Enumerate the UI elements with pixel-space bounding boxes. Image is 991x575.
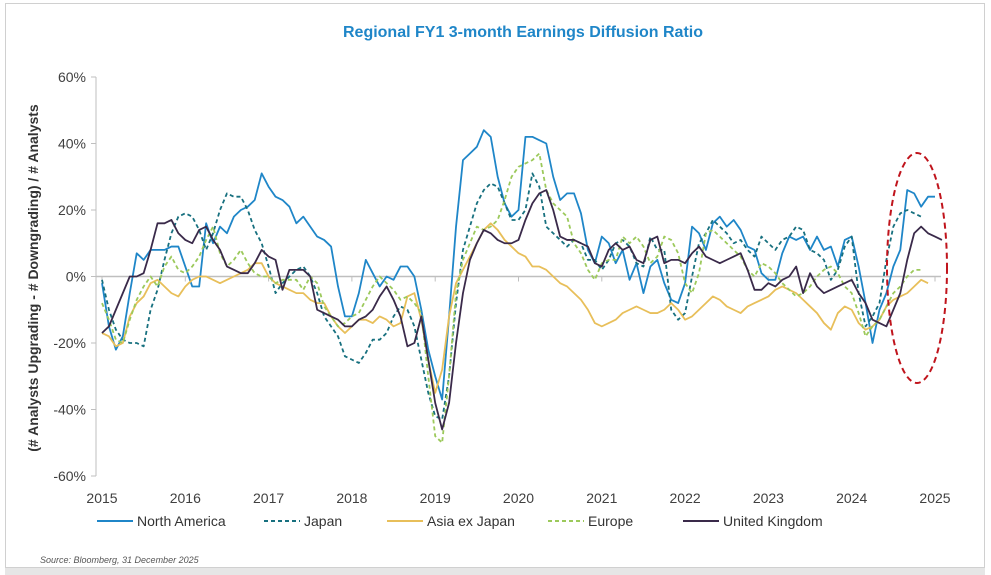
bottom-border — [5, 568, 985, 575]
y-tick-label: -20% — [53, 335, 86, 351]
x-tick-label: 2022 — [670, 490, 701, 506]
y-tick-label: 20% — [58, 202, 86, 218]
source-note: Source: Bloomberg, 31 December 2025 — [40, 555, 200, 565]
chart-frame — [5, 3, 985, 568]
series-line-united-kingdom — [101, 189, 943, 431]
x-tick-label: 2025 — [919, 490, 950, 506]
legend-label: United Kingdom — [723, 513, 823, 529]
legend-label: Japan — [304, 513, 342, 529]
x-tick-label: 2018 — [336, 490, 367, 506]
x-tick-label: 2021 — [586, 490, 617, 506]
y-axis-label: (# Analysts Upgrading - # Downgrading) /… — [25, 104, 41, 452]
y-tick-label: 0% — [66, 269, 86, 285]
series-line-japan — [101, 172, 922, 421]
y-tick-label: -40% — [53, 402, 86, 418]
chart-title: Regional FY1 3-month Earnings Diffusion … — [343, 24, 703, 41]
legend-label: Asia ex Japan — [427, 513, 515, 529]
series-line-asia-ex-japan — [101, 222, 929, 394]
series-line-europe — [101, 152, 922, 444]
legend-label: North America — [137, 513, 226, 529]
x-tick-label: 2016 — [170, 490, 201, 506]
x-tick-label: 2019 — [420, 490, 451, 506]
x-tick-label: 2020 — [503, 490, 534, 506]
y-tick-label: 60% — [58, 69, 86, 85]
x-tick-label: 2023 — [753, 490, 784, 506]
y-tick-label: -60% — [53, 468, 86, 484]
series-line-north-america — [101, 129, 935, 401]
x-tick-label: 2024 — [836, 490, 867, 506]
x-tick-label: 2017 — [253, 490, 284, 506]
y-tick-label: 40% — [58, 136, 86, 152]
highlight-ellipse — [886, 152, 948, 384]
legend-label: Europe — [588, 513, 633, 529]
x-tick-label: 2015 — [86, 490, 117, 506]
